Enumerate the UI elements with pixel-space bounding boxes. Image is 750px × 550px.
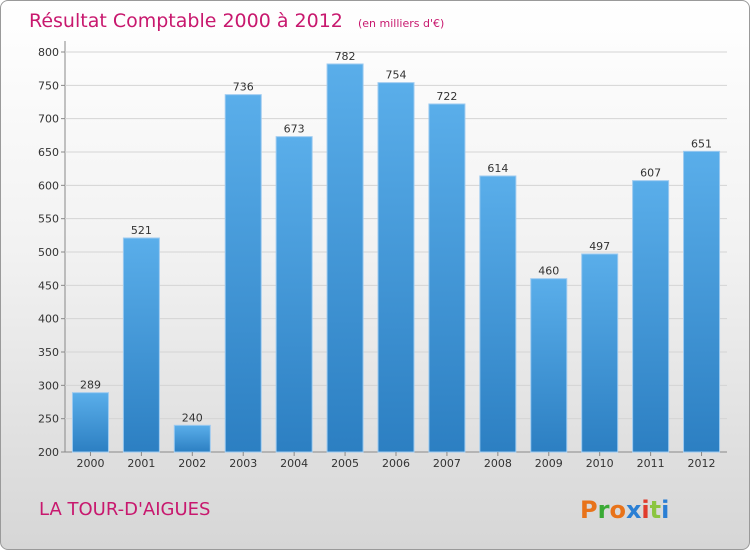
data-label-2005: 782 [335,50,356,63]
y-tick-label: 700 [38,113,59,126]
x-tick-label: 2010 [586,457,614,470]
y-tick-label: 650 [38,146,59,159]
data-label-2011: 607 [640,167,661,180]
y-tick-label: 250 [38,413,59,426]
bars: 289 521 240 736 673 782 754 722 614 460 497 607 651 [71,50,721,453]
y-tick-label: 800 [38,46,59,59]
y-tick-label: 300 [38,379,59,392]
data-label-2000: 289 [80,379,101,392]
x-tick-label: 2001 [127,457,155,470]
bar-2006 [377,82,415,453]
logo-letter: i [641,496,649,524]
data-label-2003: 736 [233,81,254,94]
data-label-2006: 754 [386,69,407,82]
commune-name: LA TOUR-D'AIGUES [39,499,210,520]
y-tick-label: 200 [38,446,59,459]
x-tick-label: 2012 [688,457,716,470]
y-tick-label: 450 [38,279,59,292]
y-tick-label: 500 [38,246,59,259]
bar-2002 [173,424,211,453]
bar-2000 [71,392,109,453]
bar-2008 [479,175,517,453]
logo-letter: t [650,496,661,524]
x-tick-label: 2004 [280,457,308,470]
data-label-2001: 521 [131,224,152,237]
data-label-2010: 497 [589,240,610,253]
y-tick-label: 600 [38,179,59,192]
proxiti-logo: Proxiti [580,496,669,524]
y-axis-ticks: 200 250 300 350 400 450 500 550 600 650 700 750 800 [38,46,65,459]
logo-letter: P [580,496,598,524]
x-tick-label: 2008 [484,457,512,470]
bar-2012 [683,150,721,453]
data-label-2009: 460 [538,265,559,278]
logo-letter: r [598,496,610,524]
x-tick-label: 2007 [433,457,461,470]
chart-title-unit: (en milliers d'€) [358,17,444,30]
data-label-2008: 614 [487,162,508,175]
x-tick-label: 2009 [535,457,563,470]
bar-2007 [428,103,466,453]
x-tick-label: 2003 [229,457,257,470]
bar-2003 [224,94,262,453]
bar-2001 [122,237,160,453]
logo-letter: i [661,496,669,524]
y-tick-label: 750 [38,79,59,92]
bar-2010 [581,253,619,453]
data-label-2012: 651 [691,137,712,150]
x-tick-label: 2011 [637,457,665,470]
data-label-2004: 673 [284,123,305,136]
y-tick-label: 350 [38,346,59,359]
bar-2009 [530,278,568,453]
x-tick-label: 2005 [331,457,359,470]
bar-2004 [275,136,313,453]
logo-letter: x [626,496,642,524]
x-axis-ticks: 2000 2001 2002 2003 2004 2005 2006 2007 2008 2009… [76,452,716,470]
y-tick-label: 400 [38,313,59,326]
logo-letter: o [609,496,626,524]
data-label-2007: 722 [436,90,457,103]
bar-2005 [326,63,364,453]
x-tick-label: 2002 [178,457,206,470]
chart-title: Résultat Comptable 2000 à 2012 (en milli… [29,10,444,32]
bar-2011 [632,180,670,453]
chart-title-main: Résultat Comptable 2000 à 2012 [29,10,343,32]
data-label-2002: 240 [182,411,203,424]
x-tick-label: 2006 [382,457,410,470]
y-tick-label: 550 [38,213,59,226]
x-tick-label: 2000 [76,457,104,470]
